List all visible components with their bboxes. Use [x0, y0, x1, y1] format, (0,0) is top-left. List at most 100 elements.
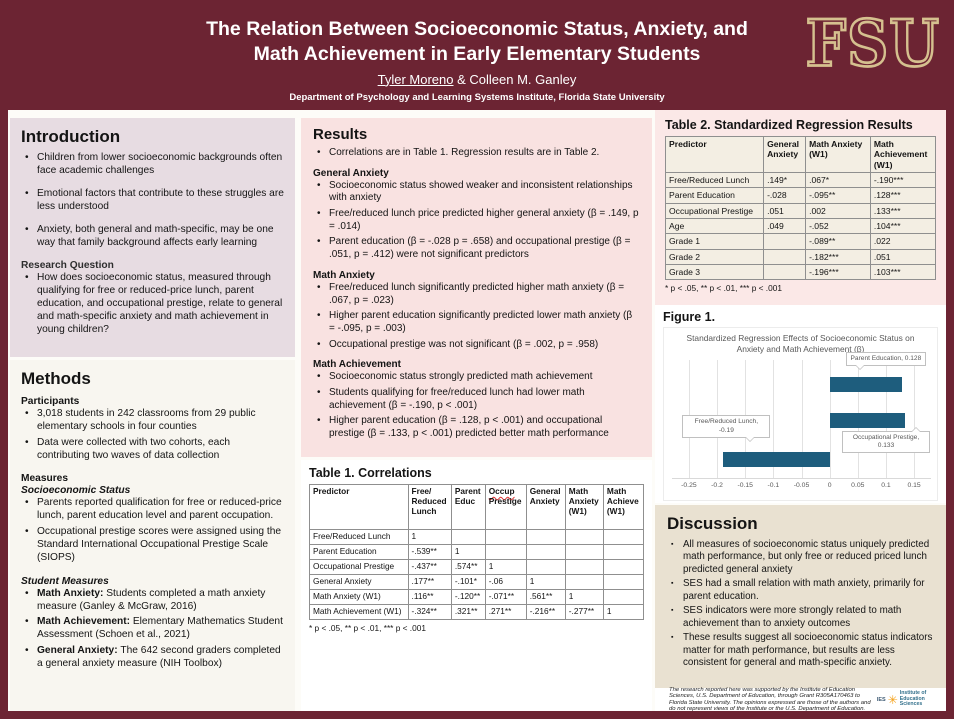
- row-header: Occupational Prestige: [664, 202, 765, 219]
- table-cell: [525, 529, 566, 545]
- axis-tick-label: -0.05: [793, 482, 810, 489]
- bullet-item: Free/reduced lunch significantly predict…: [316, 282, 640, 307]
- table-cell: [602, 588, 645, 605]
- table1-footnote: * p < .05, ** p < .01, *** p < .001: [309, 622, 426, 633]
- table-cell: .128***: [869, 187, 937, 204]
- chart-x-axis: -0.25 -0.2 -0.15 -0.1 -0.05 0 0.05 0.1 0.15: [672, 480, 931, 492]
- chart-plot-area: Parent Education, 0.128 Occupational Pres…: [672, 352, 931, 479]
- bullet-item: Math Achievement: Elementary Mathematics…: [24, 616, 284, 642]
- table-cell: .574**: [450, 558, 486, 575]
- table-cell: .133***: [869, 202, 937, 219]
- bullet-item: Correlations are in Table 1. Regression …: [316, 147, 640, 160]
- table2-panel: Table 2. Standardized Regression Results…: [655, 110, 946, 305]
- table-row: Grade 3 -.196*** .103***: [664, 263, 937, 281]
- axis-tick-label: -0.1: [767, 482, 780, 489]
- bullet-item: These results suggest all socioeconomic …: [670, 632, 934, 669]
- table-cell: [763, 233, 807, 250]
- research-question-label: Research Question: [21, 259, 114, 271]
- results-bullet-list: Socioeconomic status showed weaker and i…: [313, 180, 640, 262]
- table-row: Occupational Prestige -.437** .574** 1: [309, 558, 645, 575]
- chart-gridline: [801, 360, 803, 478]
- bullet-item: Free/reduced lunch price predicted highe…: [316, 208, 640, 233]
- student-measures-label: Student Measures: [21, 575, 109, 587]
- table-cell: -.437**: [407, 558, 452, 575]
- ies-org-name: Institute of Education Sciences: [900, 690, 946, 709]
- table-cell: -.101*: [450, 573, 486, 590]
- poster-header: The Relation Between Socioeconomic Statu…: [0, 0, 954, 110]
- table-cell: -.539**: [407, 543, 452, 560]
- authors-line: Tyler Moreno & Colleen M. Ganley: [0, 72, 954, 87]
- introduction-bullet-list: Children from lower socioeconomic backgr…: [21, 152, 284, 250]
- department-line: Department of Psychology and Learning Sy…: [289, 91, 665, 103]
- bullet-item: Socioeconomic status showed weaker and i…: [316, 180, 640, 205]
- regression-table: Predictor General Anxiety Math Anxiety (W1…: [664, 136, 937, 281]
- row-header: Parent Education: [664, 187, 765, 204]
- participants-label: Participants: [21, 396, 80, 407]
- table-cell: .103***: [869, 263, 937, 281]
- table-cell: -.071**: [484, 588, 527, 605]
- figure-heading: Figure 1.: [663, 310, 716, 324]
- chart-gridline: [914, 360, 916, 478]
- table-cell: .051: [763, 202, 807, 219]
- table-cell: [763, 248, 807, 265]
- discussion-bullet-list: All measures of socioeconomic status uni…: [667, 539, 934, 669]
- table-cell: [525, 558, 566, 575]
- table-cell: [564, 529, 604, 545]
- chart-title: Standardized Regression Effects of Socio…: [686, 333, 915, 354]
- row-header: Grade 1: [664, 233, 765, 250]
- introduction-heading: Introduction: [21, 127, 121, 146]
- methods-panel: Methods Participants 3,018 students in 2…: [10, 360, 295, 711]
- table-row: Grade 1 -.089** .022: [664, 233, 937, 250]
- sunburst-icon: ✳: [887, 692, 898, 707]
- table2-footnote: * p < .05, ** p < .01, *** p < .001: [665, 283, 782, 294]
- introduction-panel: Introduction Children from lower socioec…: [10, 118, 295, 357]
- row-header: General Anxiety: [309, 573, 409, 590]
- table-cell: .104***: [869, 217, 937, 235]
- bullet-item: Anxiety, both general and math-specific,…: [24, 224, 284, 250]
- chart-data-label: Occupational Prestige, 0.133: [842, 430, 930, 454]
- table-cell: -.06: [484, 573, 527, 590]
- column-header: General Anxiety: [763, 136, 807, 173]
- table-cell: 1: [602, 603, 645, 620]
- bullet-item: Socioeconomic status strongly predicted …: [316, 371, 640, 384]
- row-header: Occupational Prestige: [309, 558, 409, 575]
- table-row: Grade 2 -.182*** .051: [664, 248, 937, 265]
- table-cell: -.196***: [805, 263, 871, 281]
- bullet-item: Data were collected with two cohorts, ea…: [24, 437, 284, 463]
- table-cell: -.052: [805, 217, 871, 235]
- table-cell: [602, 529, 645, 545]
- table-cell: -.120**: [450, 588, 486, 605]
- title-line1: The Relation Between Socioeconomic Statu…: [206, 18, 748, 40]
- ies-logo: IES ✳ Institute of Education Sciences: [876, 690, 946, 709]
- table-cell: -.277**: [564, 603, 604, 620]
- axis-tick-label: 0.05: [851, 482, 865, 489]
- table-cell: [763, 263, 807, 281]
- table-cell: 1: [407, 529, 452, 545]
- author-separator: &: [453, 71, 470, 87]
- bullet-item: Students qualifying for free/reduced lun…: [316, 387, 640, 412]
- row-header: Free/Reduced Lunch: [309, 529, 409, 545]
- axis-tick-label: -0.2: [711, 482, 723, 489]
- ses-label: Socioeconomic Status: [21, 484, 131, 496]
- correlations-table: Predictor Free/ Reduced Lunch Parent Educ O…: [309, 484, 645, 620]
- table-cell: -.324**: [407, 603, 452, 620]
- title-line2: Math Achievement in Early Elementary Stu…: [253, 43, 701, 66]
- table-row: Occupational Prestige .051.002.133***: [664, 202, 937, 219]
- ies-abbr-text: IES: [876, 696, 886, 703]
- bullet-item: Parent education (β = -.028 p = .658) an…: [316, 236, 640, 261]
- column-header: Parent Educ: [450, 484, 486, 530]
- table-cell: -.182***: [805, 248, 871, 265]
- table-cell: [450, 529, 486, 545]
- table-cell: [602, 573, 645, 590]
- funding-acknowledgment: The research reported here was supported…: [669, 686, 871, 712]
- table-cell: 1: [525, 573, 566, 590]
- author-1: Tyler Moreno: [377, 71, 454, 87]
- header-row: Predictor General Anxiety Math Anxiety (W1…: [664, 136, 937, 173]
- table-cell: -.095**: [805, 187, 871, 204]
- table-cell: [602, 543, 645, 560]
- table-cell: .116**: [407, 588, 452, 605]
- row-header: Math Achievement (W1): [309, 603, 409, 620]
- table-cell: .051: [869, 248, 937, 265]
- results-bullet-list: Socioeconomic status strongly predicted …: [313, 371, 640, 440]
